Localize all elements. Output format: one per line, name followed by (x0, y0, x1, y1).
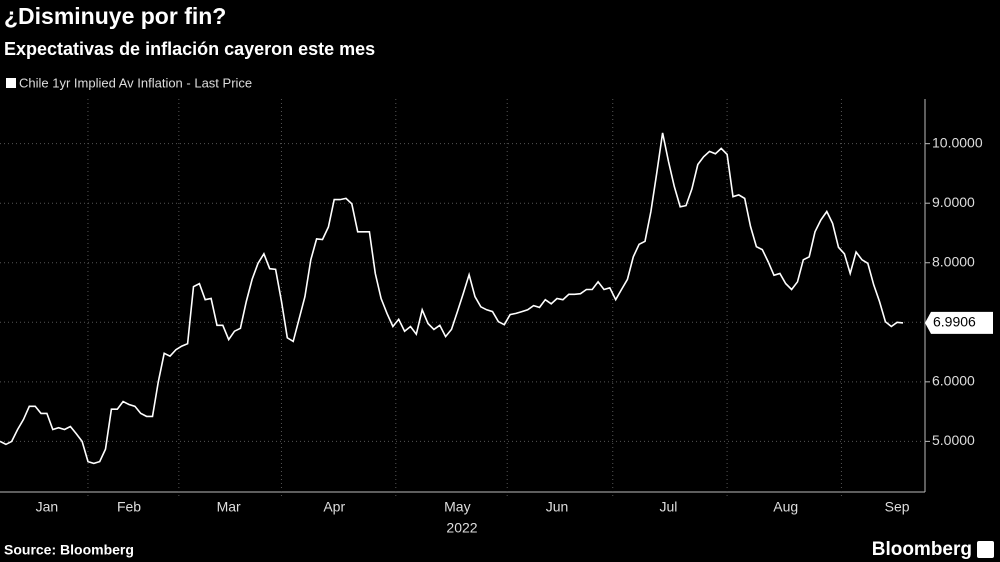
brand: Bloomberg (872, 539, 972, 560)
last-price-label: 6.9906 (933, 314, 976, 330)
x-tick-label: Mar (217, 499, 241, 515)
y-tick-label: 5.0000 (932, 432, 975, 448)
x-axis-label: 2022 (446, 520, 477, 536)
x-tick-label: Jan (36, 499, 59, 515)
chart-title: ¿Disminuye por fin? (4, 3, 226, 29)
source: Source: Bloomberg (4, 542, 134, 558)
x-tick-label: Feb (117, 499, 141, 515)
legend-label: Chile 1yr Implied Av Inflation - Last Pr… (19, 75, 252, 90)
y-tick-label: 10.0000 (932, 134, 983, 150)
y-tick-label: 9.0000 (932, 194, 975, 210)
x-tick-label: Apr (323, 499, 345, 515)
x-tick-label: Jun (546, 499, 569, 515)
last-price-box (925, 311, 993, 334)
x-tick-label: Sep (885, 499, 910, 515)
series-line (0, 132, 904, 465)
x-tick-label: Aug (773, 499, 798, 515)
x-tick-label: Jul (660, 499, 678, 515)
y-tick-label: 6.0000 (932, 373, 975, 389)
chart-subtitle: Expectativas de inflación cayeron este m… (4, 39, 375, 59)
y-tick-label: 8.0000 (932, 253, 975, 269)
legend-swatch (6, 78, 16, 88)
x-tick-label: May (444, 499, 470, 515)
brand-icon (977, 541, 994, 558)
